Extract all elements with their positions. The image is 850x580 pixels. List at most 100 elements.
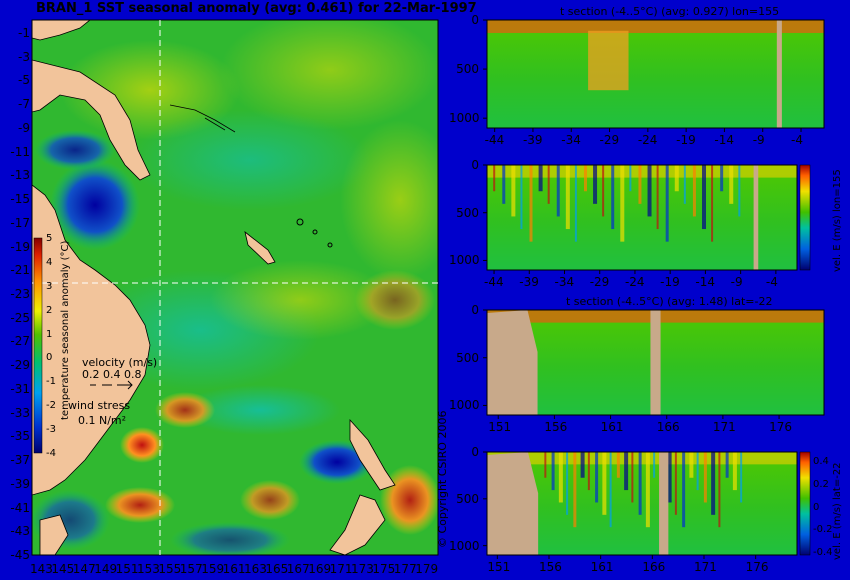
section-panel-2 — [483, 164, 811, 274]
section-x-tick-label: 171 — [712, 420, 736, 434]
velocity-streak — [511, 165, 516, 217]
velocity-streak — [573, 452, 577, 528]
velocity-streak — [629, 165, 632, 192]
lat-tick-label: -35 — [10, 429, 30, 444]
velocity-streak — [493, 165, 496, 192]
lat-tick-label: -7 — [18, 97, 30, 112]
lon-tick-label: 163 — [244, 562, 267, 576]
velocity-colorbar-tick-label: 0.2 — [813, 478, 829, 490]
section-x-tick-label: -34 — [554, 275, 575, 289]
colorbar-tick-label: -4 — [46, 448, 56, 459]
section-x-tick-label: 151 — [487, 560, 511, 574]
velocity-streak — [547, 165, 550, 204]
lon-tick-label: 171 — [329, 562, 353, 576]
section-x-tick-label: 176 — [769, 420, 792, 434]
lat-tick-label: -21 — [10, 263, 30, 278]
velocity-streak — [718, 452, 721, 528]
velocity-streak — [729, 165, 734, 204]
lon-tick-label: 151 — [115, 562, 139, 576]
lon-tick-label: 161 — [222, 562, 246, 576]
velocity-streak — [602, 165, 605, 217]
section-y-tick-label: 0 — [471, 158, 479, 172]
velocity-streak — [667, 452, 672, 503]
velocity-streak — [683, 165, 686, 204]
section-x-tick-label: -4 — [765, 275, 778, 289]
velocity-streak — [711, 165, 714, 242]
velocity-streak — [595, 452, 599, 503]
velocity-streak — [538, 165, 543, 192]
section-x-tick-label: -9 — [752, 133, 765, 147]
section-x-tick-label: -4 — [791, 133, 803, 147]
section-x-tick-label: -14 — [695, 275, 716, 289]
lat-tick-label: -9 — [18, 120, 30, 135]
colorbar-tick-label: 2 — [46, 304, 53, 316]
australia-east-land — [32, 184, 151, 496]
lat-tick-label: -23 — [10, 287, 30, 301]
velocity-streak — [674, 452, 677, 515]
colorbar-tick-label: 1 — [46, 328, 53, 340]
velocity-streak — [656, 165, 659, 230]
anomaly-field — [32, 20, 438, 555]
lon-tick-label: 155 — [158, 562, 182, 576]
lon-tick-label: 175 — [372, 562, 396, 576]
lat-tick-label: -5 — [18, 73, 30, 88]
velocity-streak — [702, 165, 707, 230]
lat-tick-label: -27 — [10, 334, 30, 349]
velocity-streak — [580, 452, 585, 478]
velocity-streak — [520, 165, 523, 230]
lat-tick-label: -31 — [10, 381, 30, 396]
section-land-column — [659, 452, 669, 555]
section1-title: t section (-4..5°C) (avg: 0.927) lon=155 — [560, 5, 780, 18]
section-panel-1 — [483, 19, 825, 132]
lat-tick-label: -13 — [10, 168, 30, 183]
lon-tick-label: 169 — [308, 562, 332, 576]
velocity-streak — [593, 165, 598, 204]
section-y-tick-label: 500 — [456, 62, 479, 77]
lat-tick-label: -17 — [10, 215, 30, 230]
velocity-colorbar — [799, 451, 811, 556]
section-y-tick-label: 0 — [471, 445, 479, 459]
velocity-streak — [720, 165, 724, 192]
colorbar-tick-label: -3 — [46, 424, 56, 436]
section-land-shelf — [487, 452, 539, 555]
section3-title: t section (-4..5°C) (avg: 1.48) lat=-22 — [566, 295, 773, 308]
surface-layer — [487, 20, 824, 33]
velocity-legend-values: 0.2 0.4 0.8 — [82, 368, 142, 381]
lon-tick-label: 153 — [137, 562, 160, 576]
surface-layer — [487, 452, 797, 465]
section-plot-area — [487, 20, 824, 128]
section-x-tick-label: -29 — [599, 133, 620, 147]
lon-tick-label: 173 — [351, 562, 374, 576]
map-title: BRAN_1 SST seasonal anomaly (avg: 0.461)… — [36, 1, 477, 16]
temperature-colorbar — [33, 237, 43, 454]
velocity-streak — [544, 452, 547, 478]
section-x-tick-label: 161 — [600, 420, 624, 434]
velocity-streak — [732, 452, 737, 491]
lat-tick-label: -15 — [10, 192, 30, 207]
section-land-column — [650, 310, 661, 415]
velocity-streak — [611, 165, 615, 230]
velocity-streak — [556, 165, 560, 217]
warm-anomaly — [588, 30, 629, 91]
section-panel-3 — [483, 309, 825, 419]
section-x-tick-label: 166 — [642, 560, 666, 574]
section-land-column — [753, 165, 759, 270]
section-x-tick-label: 166 — [656, 420, 680, 434]
velocity-streak — [631, 452, 634, 503]
velocity-streak — [740, 452, 743, 503]
velocity-streak — [674, 165, 679, 192]
new-guinea-land — [32, 20, 91, 41]
velocity-colorbar — [799, 164, 811, 271]
lat-tick-label: -41 — [10, 500, 30, 515]
lon-tick-label: 179 — [415, 562, 439, 576]
lat-tick-label: -45 — [10, 548, 30, 562]
section2-colorbar-label: vel. E (m/s) lon=155 — [832, 169, 843, 272]
section-x-tick-label: -29 — [589, 275, 610, 289]
velocity-streak — [703, 452, 707, 503]
velocity-colorbar-tick-label: 0 — [813, 501, 820, 513]
section-panel-4 — [483, 451, 811, 559]
solomon-islands-land — [169, 104, 236, 133]
section-y-tick-label: 0 — [471, 13, 479, 27]
section-x-tick-label: 156 — [544, 420, 568, 434]
